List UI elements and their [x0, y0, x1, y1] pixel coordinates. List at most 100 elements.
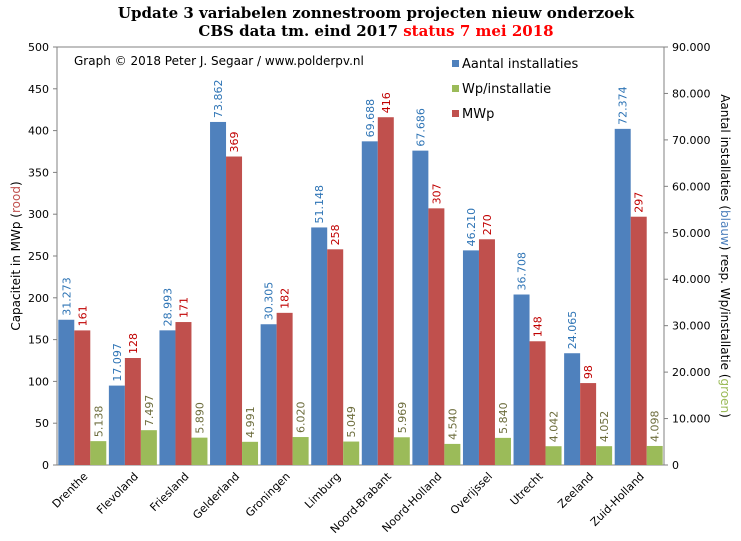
- data-label: 182: [279, 288, 292, 309]
- data-label: 69.688: [364, 99, 377, 138]
- category-label: Gelderland: [190, 470, 242, 522]
- bar: [361, 141, 378, 465]
- data-label: 307: [430, 183, 443, 204]
- data-label: 297: [633, 192, 646, 213]
- left-tick-label: 350: [28, 166, 49, 179]
- bar: [260, 324, 277, 465]
- category-label: Flevoland: [94, 470, 141, 517]
- right-tick-label: 10.000: [672, 413, 711, 426]
- right-tick-label: 80.000: [672, 87, 711, 100]
- data-label: 51.148: [313, 185, 326, 224]
- bar: [614, 128, 631, 465]
- data-label: 128: [127, 333, 140, 354]
- right-axis-label-c2: groen: [718, 379, 732, 414]
- bar: [478, 239, 495, 465]
- right-axis-label: Aantal installaties (blauw) resp. Wp/ins…: [718, 94, 732, 418]
- bar: [124, 357, 141, 465]
- left-tick-label: 250: [28, 250, 49, 263]
- right-tick-label: 60.000: [672, 180, 711, 193]
- left-axis-label-post: ): [9, 181, 23, 186]
- data-label: 4.540: [446, 408, 459, 440]
- right-tick-label: 90.000: [672, 41, 711, 54]
- bar: [327, 249, 344, 465]
- right-tick-label: 40.000: [672, 273, 711, 286]
- bar: [428, 208, 445, 465]
- legend-label: Aantal installaties: [462, 57, 578, 72]
- data-label: 6.020: [295, 402, 308, 434]
- chart-title-line2: CBS data tm. eind 2017 status 7 mei 2018: [198, 22, 553, 40]
- bar: [140, 430, 157, 465]
- data-label: 5.890: [193, 402, 206, 434]
- bar: [564, 353, 581, 465]
- right-tick-label: 70.000: [672, 134, 711, 147]
- bar: [630, 216, 647, 465]
- right-tick-label: 30.000: [672, 320, 711, 333]
- bar: [242, 441, 259, 465]
- legend: Aantal installaties Wp/installatie MWp: [452, 57, 578, 122]
- bar: [513, 294, 530, 465]
- bar: [545, 446, 562, 465]
- bar: [108, 385, 125, 465]
- bar: [494, 437, 511, 465]
- data-label: 67.686: [414, 108, 427, 147]
- left-axis-label-pre: Capaciteit in MWp (: [9, 213, 23, 331]
- bar: [580, 383, 597, 465]
- data-label: 171: [177, 297, 190, 318]
- left-axis-label: Capaciteit in MWp (rood): [9, 181, 23, 330]
- left-tick-label: 500: [28, 41, 49, 54]
- category-label: Limburg: [302, 470, 343, 511]
- left-axis-label-color: rood: [9, 186, 23, 213]
- right-tick-label: 0: [672, 459, 679, 472]
- left-tick-label: 0: [42, 459, 49, 472]
- category-label: Utrecht: [508, 469, 546, 507]
- legend-swatch: [452, 85, 459, 92]
- category-label: Friesland: [147, 470, 191, 514]
- left-tick-label: 50: [35, 417, 49, 430]
- bar: [226, 156, 243, 466]
- data-label: 17.097: [111, 343, 124, 382]
- left-tick-label: 400: [28, 125, 49, 138]
- bar: [462, 250, 479, 465]
- bar: [377, 117, 394, 465]
- right-axis-label-p3: ): [718, 413, 732, 418]
- legend-label: MWp: [462, 107, 494, 122]
- data-label: 4.052: [598, 411, 611, 443]
- data-label: 46.210: [465, 208, 478, 247]
- data-label: 5.049: [345, 406, 358, 438]
- bar: [311, 227, 328, 465]
- right-axis-label-c1: blauw: [718, 210, 732, 246]
- data-label: 161: [76, 305, 89, 326]
- chart-title-status: status 7 mei 2018: [398, 22, 554, 40]
- bar: [74, 330, 91, 465]
- bar: [292, 437, 309, 465]
- credit-text: Graph © 2018 Peter J. Segaar / www.polde…: [74, 54, 364, 68]
- bar: [393, 437, 410, 465]
- data-label: 30.305: [263, 282, 276, 321]
- bars: [58, 117, 663, 466]
- left-axis-ticks: 0 50 100 150 200 250 300 350 400 450 500: [28, 41, 57, 472]
- left-tick-label: 100: [28, 375, 49, 388]
- chart-title-line1: Update 3 variabelen zonnestroom projecte…: [118, 4, 635, 22]
- bar: [596, 446, 613, 465]
- data-label: 28.993: [161, 288, 174, 327]
- data-label: 416: [380, 92, 393, 113]
- bar: [646, 445, 663, 465]
- data-label: 7.497: [143, 395, 156, 427]
- data-label: 4.098: [649, 410, 662, 442]
- category-label: Overijssel: [448, 470, 495, 517]
- legend-swatch: [452, 110, 459, 117]
- data-label: 369: [228, 132, 241, 153]
- left-tick-label: 300: [28, 208, 49, 221]
- chart-title-date: CBS data tm. eind 2017: [198, 22, 398, 40]
- left-tick-label: 150: [28, 334, 49, 347]
- category-label: Groningen: [243, 470, 293, 520]
- bar: [90, 441, 107, 465]
- data-label: 36.708: [516, 252, 529, 291]
- data-label: 72.374: [617, 86, 630, 125]
- left-tick-label: 200: [28, 292, 49, 305]
- bar: [444, 443, 461, 465]
- data-label: 5.969: [396, 402, 409, 434]
- bar: [191, 437, 208, 465]
